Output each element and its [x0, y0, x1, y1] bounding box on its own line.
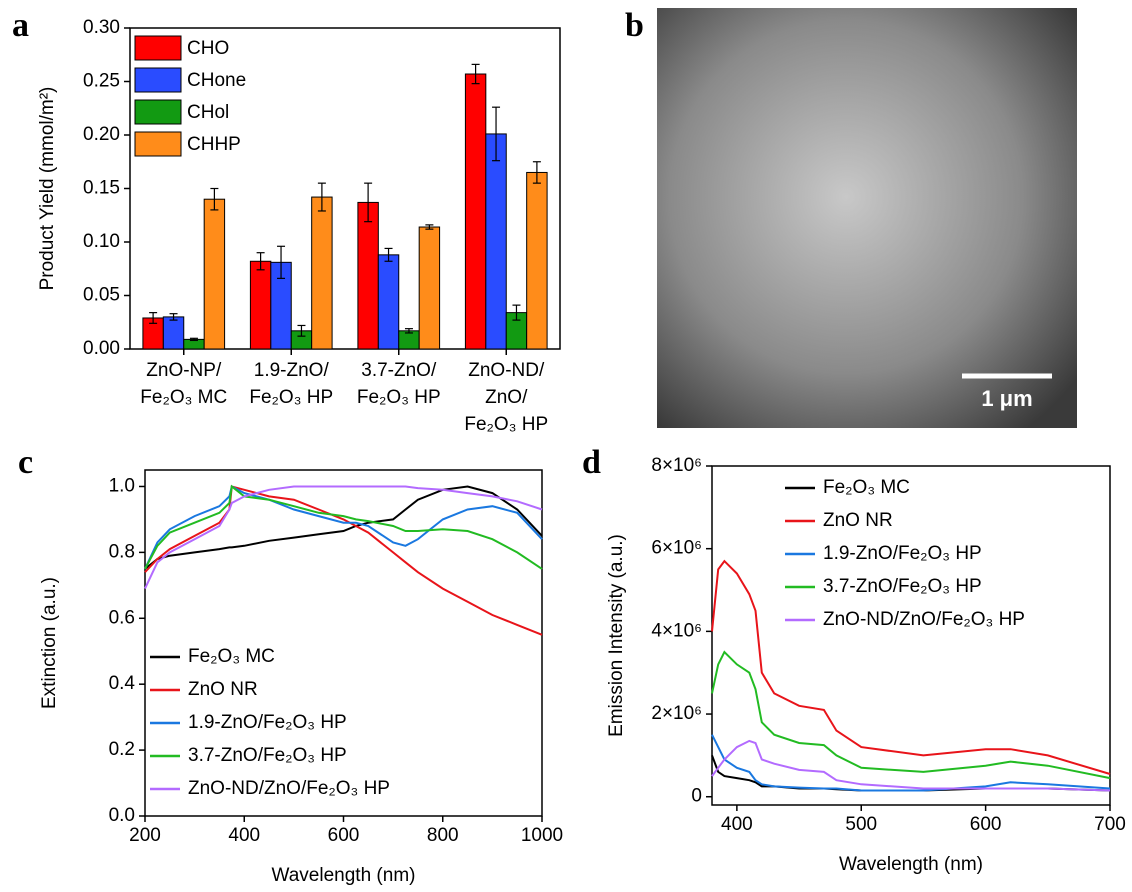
legend-swatch	[135, 68, 181, 92]
y-tick-label: 2×10⁶	[651, 703, 702, 724]
x-tick-label: Fe₂O₃ HP	[357, 387, 441, 408]
legend-swatch	[135, 100, 181, 124]
figure: 0.000.050.100.150.200.250.30Product Yiel…	[0, 0, 1132, 887]
y-tick-label: 0.10	[83, 231, 120, 252]
x-tick-label: 3.7-ZnO/	[361, 360, 437, 381]
x-axis-label: Wavelength (nm)	[272, 865, 416, 886]
y-axis-label: Extinction (a.u.)	[39, 577, 60, 709]
y-axis-label: Product Yield (mmol/m²)	[37, 87, 58, 291]
x-tick-label: Fe₂O₃ MC	[140, 387, 227, 408]
x-tick-label: 600	[970, 814, 1002, 835]
panel-label: b	[625, 7, 644, 44]
legend-label: ZnO-ND/ZnO/Fe₂O₃ HP	[188, 778, 390, 799]
y-tick-label: 6×10⁶	[651, 538, 702, 559]
y-tick-label: 0.6	[109, 607, 135, 628]
x-tick-label: 1.9-ZnO/	[254, 360, 330, 381]
y-tick-label: 0.30	[83, 17, 120, 38]
y-tick-label: 0.0	[109, 805, 135, 826]
y-tick-label: 0.8	[109, 541, 135, 562]
legend-label: 3.7-ZnO/Fe₂O₃ HP	[188, 745, 347, 766]
y-tick-label: 0.00	[83, 338, 120, 359]
y-tick-label: 0	[691, 786, 702, 807]
bar	[358, 202, 378, 349]
x-tick-label: 600	[328, 825, 360, 846]
series-line	[145, 487, 542, 569]
bar	[378, 255, 398, 349]
legend-label: CHHP	[187, 134, 241, 155]
x-tick-label: ZnO/	[485, 387, 528, 408]
sem-image	[657, 8, 1077, 428]
legend-label: 3.7-ZnO/Fe₂O₃ HP	[823, 576, 982, 597]
panel-label: d	[582, 444, 601, 481]
x-tick-label: 400	[228, 825, 260, 846]
y-tick-label: 0.20	[83, 124, 120, 145]
x-tick-label: 200	[129, 825, 161, 846]
y-tick-label: 0.2	[109, 739, 135, 760]
y-tick-label: 4×10⁶	[651, 620, 702, 641]
x-tick-label: 400	[721, 814, 753, 835]
legend-swatch	[135, 36, 181, 60]
bar	[163, 317, 183, 349]
y-axis-label: Emission Intensity (a.u.)	[606, 534, 627, 737]
bar	[527, 172, 547, 349]
series-line	[145, 487, 542, 635]
legend-label: CHone	[187, 70, 246, 91]
y-tick-label: 0.4	[109, 673, 136, 694]
panel-label: c	[18, 444, 33, 481]
x-tick-label: Fe₂O₃ HP	[464, 414, 548, 435]
legend-label: CHol	[187, 102, 229, 123]
legend-label: Fe₂O₃ MC	[188, 646, 275, 667]
legend-label: 1.9-ZnO/Fe₂O₃ HP	[823, 543, 982, 564]
series-line	[712, 652, 1110, 778]
x-tick-label: 1000	[521, 825, 563, 846]
x-tick-label: 700	[1094, 814, 1126, 835]
bar	[250, 261, 270, 349]
y-tick-label: 0.25	[83, 71, 120, 92]
panel-label: a	[12, 7, 29, 44]
series-line	[145, 487, 542, 589]
series-line	[145, 487, 542, 569]
x-tick-label: 800	[427, 825, 459, 846]
bar	[486, 134, 506, 349]
y-tick-label: 0.15	[83, 178, 120, 199]
y-tick-label: 8×10⁶	[651, 455, 702, 476]
legend-label: 1.9-ZnO/Fe₂O₃ HP	[188, 712, 347, 733]
legend-label: CHO	[187, 38, 229, 59]
scale-bar-label: 1 μm	[981, 386, 1032, 411]
bar	[419, 227, 439, 349]
x-tick-label: ZnO-ND/	[468, 360, 545, 381]
x-axis-label: Wavelength (nm)	[839, 854, 983, 875]
legend-label: ZnO-ND/ZnO/Fe₂O₃ HP	[823, 609, 1025, 630]
x-tick-label: ZnO-NP/	[146, 360, 222, 381]
legend-swatch	[135, 132, 181, 156]
legend-label: ZnO NR	[188, 679, 258, 700]
x-tick-label: 500	[845, 814, 877, 835]
legend-label: Fe₂O₃ MC	[823, 477, 910, 498]
y-tick-label: 1.0	[109, 475, 135, 496]
bar	[465, 74, 485, 349]
bar	[312, 197, 332, 349]
series-line	[145, 487, 542, 569]
y-tick-label: 0.05	[83, 285, 120, 306]
x-tick-label: Fe₂O₃ HP	[249, 387, 333, 408]
legend-label: ZnO NR	[823, 510, 893, 531]
bar	[204, 199, 224, 349]
